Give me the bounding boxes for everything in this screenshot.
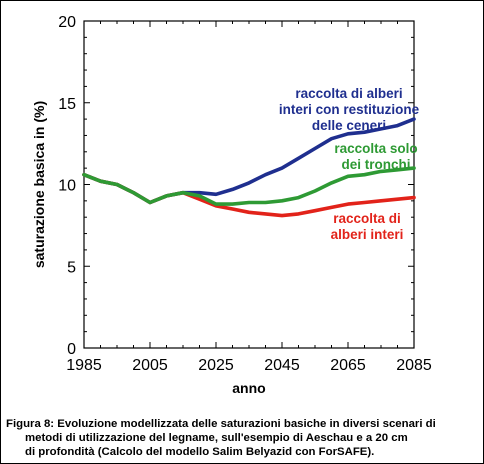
x-tick-label: 1985 — [66, 357, 102, 374]
x-tick-label: 2045 — [264, 357, 300, 374]
series-label-0-line-0: raccolta di alberi — [295, 86, 402, 101]
x-tick-label: 2085 — [396, 357, 432, 374]
series-label-0-line-2: delle ceneri — [312, 118, 386, 133]
caption-line-3: di profondità (Calcolo del modello Salim… — [25, 446, 375, 458]
y-tick-label: 0 — [67, 341, 76, 358]
figure-caption: Figura 8: Evoluzione modellizzata delle … — [6, 417, 476, 459]
line-chart: 0 5 10 15 20 1985 2005 2025 2045 2065 2085 anno satu… — [31, 14, 432, 396]
x-tick-label: 2025 — [198, 357, 234, 374]
series-line-1 — [82, 166, 416, 206]
x-tick-label: 2065 — [330, 357, 366, 374]
series-label-2-line-0: raccolta di — [333, 211, 401, 226]
series-line-2 — [82, 172, 416, 218]
series-label-1-line-0: raccolta solo — [334, 141, 417, 156]
x-tick-label: 2005 — [132, 357, 168, 374]
y-tick-label: 20 — [58, 14, 76, 31]
caption-line-1: Figura 8: Evoluzione modellizzata delle … — [6, 418, 436, 430]
series-label-0-line-1: interi con restituzione — [279, 102, 420, 117]
y-tick-label: 15 — [58, 96, 76, 113]
series-label-1-line-1: dei tronchi — [341, 157, 410, 172]
caption-line-2: metodi di utilizzazione del legname, sul… — [25, 432, 408, 444]
plot-area: 0 5 10 15 20 1985 2005 2025 2045 2065 2085 anno satu… — [31, 14, 432, 396]
series-label-2-line-1: alberi interi — [331, 227, 404, 242]
x-axis-label: anno — [232, 380, 265, 396]
y-tick-label: 5 — [67, 259, 76, 276]
y-axis-label: saturazione basica in (%) — [31, 101, 47, 268]
y-tick-label: 10 — [58, 178, 76, 195]
